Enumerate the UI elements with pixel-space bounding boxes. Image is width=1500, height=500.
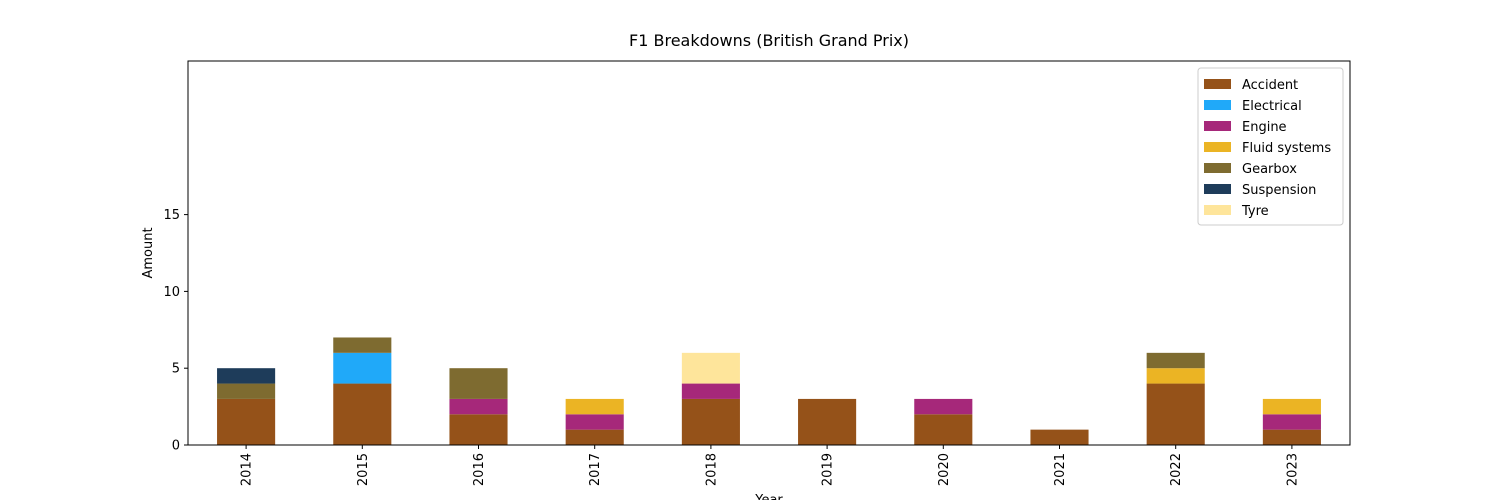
bar-segment	[217, 368, 276, 384]
y-axis-label: Amount	[141, 227, 156, 278]
x-tick-label: 2015	[356, 453, 371, 486]
bar-segment	[449, 368, 508, 399]
bar-segment	[681, 398, 740, 445]
legend-swatch	[1204, 100, 1231, 110]
legend-swatch	[1204, 121, 1231, 131]
bar-segment	[333, 383, 392, 445]
x-tick-label: 2020	[937, 453, 952, 486]
bar-segment	[914, 398, 973, 415]
legend-swatch	[1204, 163, 1231, 173]
y-tick-label: 15	[163, 208, 180, 223]
bar-segment	[217, 398, 276, 445]
x-tick-label: 2022	[1169, 453, 1184, 486]
bar-segment	[1146, 383, 1205, 445]
legend-frame	[1197, 67, 1344, 226]
bar-segment	[1262, 398, 1321, 415]
bar-segment	[1146, 352, 1205, 369]
legend-label: Electrical	[1242, 99, 1302, 114]
bar-segment	[565, 414, 624, 430]
legend-swatch	[1204, 205, 1231, 215]
bar-segment	[798, 398, 857, 445]
bar-segment	[217, 383, 276, 399]
bar-segment	[1146, 368, 1205, 384]
bar-segment	[449, 398, 508, 415]
bar-segment	[333, 352, 392, 384]
bar-segment	[1262, 429, 1321, 445]
legend-label: Accident	[1242, 78, 1298, 93]
chart-title: F1 Breakdowns (British Grand Prix)	[629, 31, 909, 50]
x-tick-label: 2019	[821, 453, 836, 486]
legend-label: Gearbox	[1242, 162, 1297, 177]
legend-swatch	[1204, 142, 1231, 152]
x-tick-label: 2023	[1285, 453, 1300, 486]
bar-segment	[914, 414, 973, 445]
bar-segment	[1030, 429, 1089, 445]
bar-segment	[565, 429, 624, 445]
legend-label: Suspension	[1242, 183, 1316, 198]
x-tick-label: 2017	[588, 453, 603, 486]
bar-segment	[333, 337, 392, 353]
bar-segment	[681, 383, 740, 399]
x-tick-label: 2016	[472, 453, 487, 486]
x-axis-label: Year	[754, 493, 783, 500]
legend: Accident Electrical Engine Fluid systems Gea…	[1197, 67, 1344, 226]
y-tick-label: 0	[172, 439, 180, 454]
x-tick-label: 2014	[240, 453, 255, 486]
x-tick-label: 2018	[704, 453, 719, 486]
bar-segment	[449, 414, 508, 445]
bar-segment	[1262, 414, 1321, 430]
bar-segment	[681, 352, 740, 384]
legend-swatch	[1204, 79, 1231, 89]
legend-swatch	[1204, 184, 1231, 194]
y-tick-label: 5	[172, 362, 180, 377]
legend-label: Engine	[1242, 120, 1287, 135]
legend-label: Fluid systems	[1242, 141, 1331, 156]
y-tick-label: 10	[163, 285, 180, 300]
plot-frame	[187, 60, 1351, 446]
legend-label: Tyre	[1241, 204, 1269, 219]
x-tick-label: 2021	[1053, 453, 1068, 486]
bar-segment	[565, 398, 624, 415]
